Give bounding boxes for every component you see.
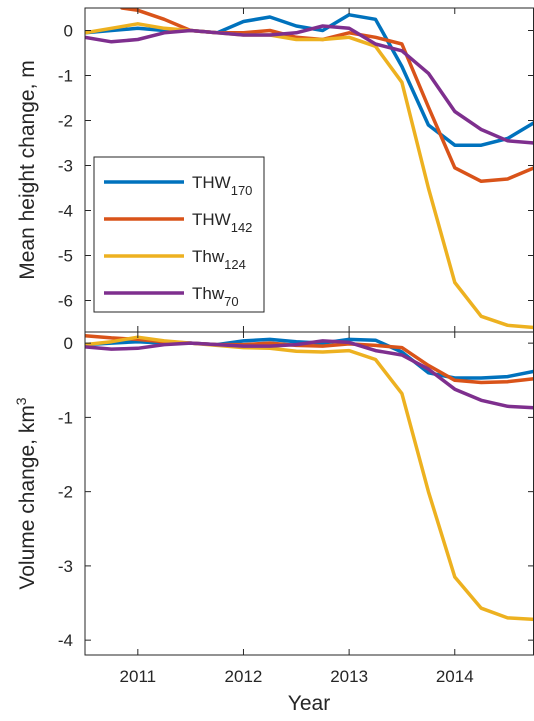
height-y-tick-label: -4: [58, 202, 73, 221]
volume-y-tick-label: 0: [64, 334, 73, 353]
volume-y-tick-label: -3: [58, 557, 73, 576]
volume-y-axis-label: Volume change, km3: [13, 397, 39, 589]
legend-label-2: THW142: [192, 210, 252, 235]
height-y-tick-label: -6: [58, 292, 73, 311]
x-axis-label: Year: [288, 692, 330, 715]
volume-y-tick-label: -1: [58, 408, 73, 427]
volume-y-ticks: 0 -1 -2 -3 -4: [58, 334, 534, 650]
volume-change-panel: 0 -1 -2 -3 -4 2011 2012 2013 2014 Volume change…: [13, 331, 534, 715]
height-y-axis-label: Mean height change, m: [16, 60, 39, 279]
height-series-line-4: [85, 24, 534, 145]
height-y-tick-label: -3: [58, 157, 73, 176]
volume-series-lines: [85, 333, 534, 622]
legend: THW170 THW142 Thw124 Thw70: [93, 156, 265, 313]
height-y-tick-label: -5: [58, 247, 73, 266]
x-tick-label: 2011: [120, 667, 157, 686]
volume-x-ticks: 2011 2012 2013 2014: [120, 332, 474, 686]
x-tick-label: 2013: [330, 667, 368, 686]
volume-series-line-3: [85, 335, 534, 622]
volume-y-axis-label-sup: 3: [13, 397, 29, 405]
legend-label-4: Thw70: [192, 284, 239, 309]
height-y-ticks: 0 -1 -2 -3 -4 -5 -6: [58, 22, 534, 311]
height-series-lines: [85, 8, 534, 330]
volume-y-tick-label: -2: [58, 483, 73, 502]
x-tick-label: 2012: [225, 667, 263, 686]
height-y-tick-label: -2: [58, 112, 73, 131]
height-x-ticks: [137, 8, 456, 332]
height-y-tick-label: 0: [64, 22, 73, 41]
volume-y-axis-label-text: Volume change, km: [16, 405, 39, 589]
volume-series-line-4: [85, 339, 534, 410]
legend-label-3: Thw124: [192, 247, 246, 272]
legend-label-1: THW170: [192, 173, 252, 198]
height-y-tick-label: -1: [58, 67, 73, 86]
height-change-panel: 0 -1 -2 -3 -4 -5 -6 Mean height change, m THW1…: [16, 7, 534, 333]
x-tick-label: 2014: [436, 667, 474, 686]
height-series-line-3: [85, 22, 534, 330]
volume-y-tick-label: -4: [58, 631, 73, 650]
